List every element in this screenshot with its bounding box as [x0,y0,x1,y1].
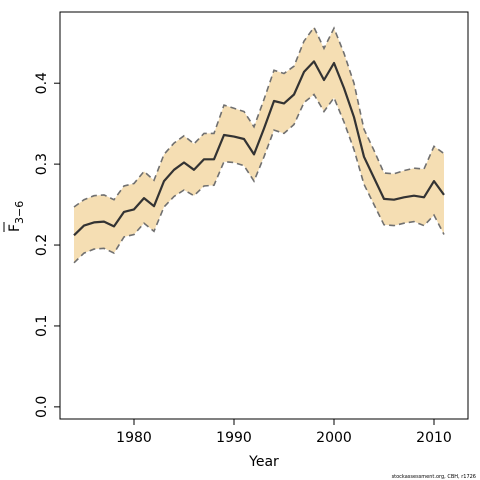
svg-text:F3−6: F3−6 [7,201,26,232]
confidence-band [74,27,444,263]
x-axis-title: Year [248,454,279,470]
y-axis-title-sub: 3−6 [13,201,26,224]
credit-text: stockassessment.org, CBH, r1726 [392,474,476,480]
y-axis: 0.0 0.1 0.2 0.3 0.4 [34,72,60,418]
x-tick-label: 2000 [316,430,352,446]
y-axis-title-main: F [7,224,23,232]
upper-bound-line [73,25,445,208]
estimate-line [73,60,445,237]
x-axis: 1980 1990 2000 2010 [116,419,452,446]
x-tick-label: 1990 [216,430,252,446]
y-tick-label: 0.2 [34,234,50,256]
x-tick-label: 2010 [416,430,452,446]
y-tick-label: 0.0 [34,396,50,418]
y-axis-title: F3−6 [3,201,26,232]
y-tick-label: 0.1 [34,315,50,337]
y-tick-label: 0.4 [34,72,50,94]
lower-bound-line [73,93,445,264]
y-tick-label: 0.3 [34,153,50,175]
x-tick-label: 1980 [116,430,152,446]
plot-frame [59,11,469,420]
